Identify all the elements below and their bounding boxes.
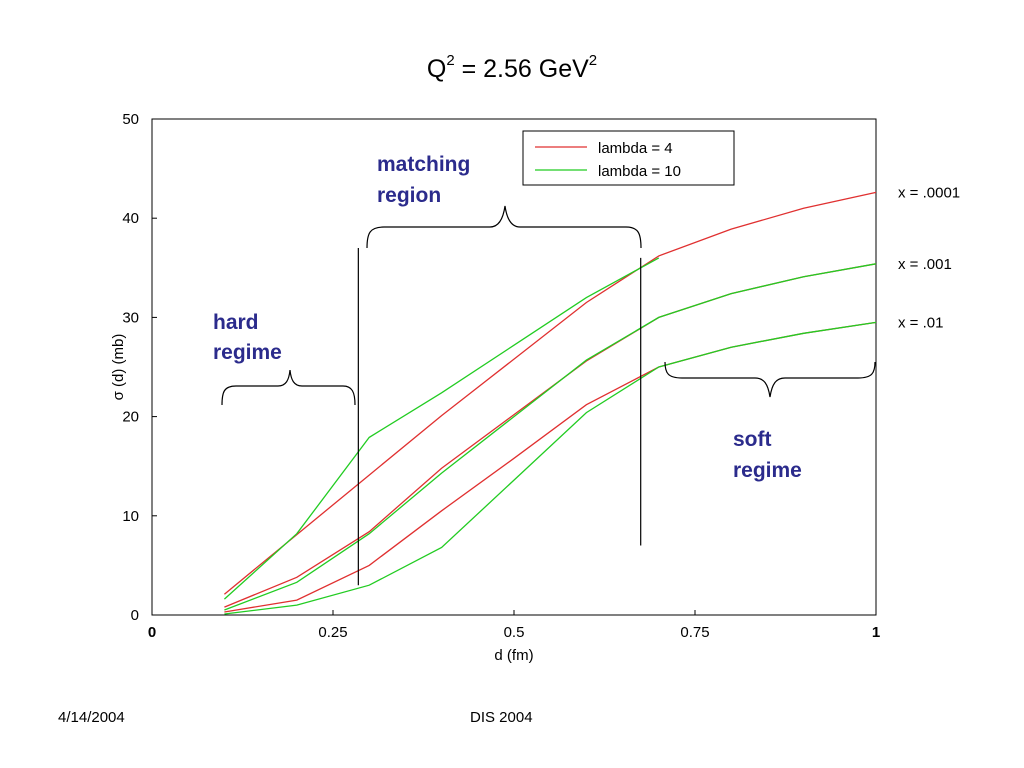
title-value: = 2.56 GeV <box>455 55 589 83</box>
legend: lambda = 4 lambda = 10 <box>522 130 735 186</box>
x-tick-label: 1 <box>872 624 880 641</box>
soft-regime-label-1: soft <box>733 428 772 451</box>
matching-region-brace <box>366 205 642 249</box>
curve-label: x = .001 <box>898 256 952 273</box>
x-tick-label: 0.5 <box>504 624 525 641</box>
legend-label-lambda-10: lambda = 10 <box>598 163 681 180</box>
title-sup-1: 2 <box>446 52 454 69</box>
y-tick-label: 50 <box>122 111 139 128</box>
legend-box <box>522 130 735 186</box>
curve-label: x = .01 <box>898 314 943 331</box>
series-line-lambda-10-3 <box>224 263 877 611</box>
y-tick-label: 30 <box>122 309 139 326</box>
y-axis: 0 10 20 30 40 50 <box>122 111 157 624</box>
hard-regime-label-2: regime <box>213 341 282 364</box>
soft-regime-brace <box>664 361 876 398</box>
series-line-lambda-10-5 <box>224 321 877 615</box>
footer-date: 4/14/2004 <box>58 709 125 726</box>
series-line-lambda-4-2 <box>224 263 877 608</box>
x-axis: 0 0.25 0.5 0.75 1 <box>148 610 880 641</box>
series-group <box>223 191 877 615</box>
y-axis-label: σ (d) (mb) <box>110 334 127 401</box>
title-sup-2: 2 <box>589 52 597 69</box>
series-line-lambda-4-0 <box>223 191 877 595</box>
chart-title: Q2 = 2.56 GeV2 <box>427 52 597 83</box>
y-tick-label: 20 <box>122 409 139 426</box>
matching-region-label-1: matching <box>377 153 470 176</box>
x-tick-label: 0.25 <box>318 624 347 641</box>
series-line-lambda-10-1 <box>223 257 660 600</box>
y-tick-label: 10 <box>122 508 139 525</box>
y-tick-label: 40 <box>122 210 139 227</box>
plot-frame <box>151 118 877 616</box>
x-axis-label: d (fm) <box>494 647 533 664</box>
legend-label-lambda-4: lambda = 4 <box>598 140 673 157</box>
hard-regime-label-1: hard <box>213 311 259 334</box>
y-tick-label: 0 <box>131 607 139 624</box>
x-tick-label: 0 <box>148 624 156 641</box>
footer-conference: DIS 2004 <box>470 709 533 726</box>
x-tick-label: 0.75 <box>680 624 709 641</box>
curve-label: x = .0001 <box>898 184 960 201</box>
boundary-lines <box>357 247 642 586</box>
hard-regime-brace <box>221 369 356 406</box>
soft-regime-label-2: regime <box>733 459 802 482</box>
curve-labels: x = .0001 x = .001 x = .01 <box>898 184 960 331</box>
matching-region-label-2: region <box>377 184 441 207</box>
title-q: Q <box>427 55 446 83</box>
